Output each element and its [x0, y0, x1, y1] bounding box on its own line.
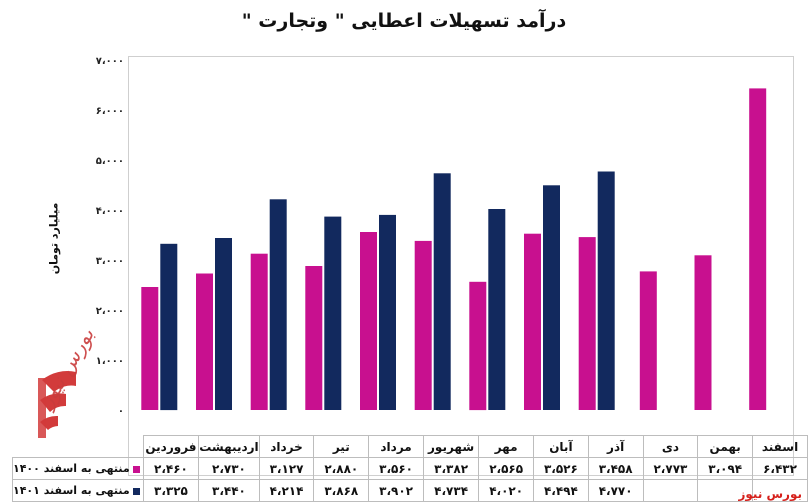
- bar-1400-7: [469, 281, 487, 411]
- data-label-1400: ۳،۵۲۶: [533, 457, 589, 480]
- series-row-1401: منتهی به اسفند ۱۴۰۱ ۳،۳۲۵ ۳،۴۴۰ ۴،۲۱۴ ۳،۸۶۸…: [12, 479, 808, 502]
- bar-1400-9: [578, 237, 596, 410]
- data-label-1400: ۳،۰۹۴: [697, 457, 754, 480]
- bar-1401-5: [379, 214, 396, 410]
- data-label-1401: [752, 479, 808, 502]
- data-label-1400: ۳،۴۵۸: [587, 457, 644, 480]
- bourse-news-logo: [38, 371, 76, 438]
- legend-swatch-1401: [132, 487, 140, 495]
- category-label: بهمن: [697, 435, 754, 458]
- data-label-1401: ۴،۴۹۴: [533, 479, 589, 502]
- bar-1400-2: [196, 273, 213, 410]
- category-label: مهر: [478, 435, 534, 458]
- series-row-1400: منتهی به اسفند ۱۴۰۰ ۲،۴۶۰ ۲،۷۳۰ ۳،۱۲۷ ۲،۸۸۰…: [12, 457, 808, 480]
- bar-1401-3: [269, 199, 287, 410]
- data-label-1400: ۳،۵۶۰: [368, 457, 424, 480]
- bar-1400-10: [639, 271, 657, 410]
- data-label-1401: ۴،۲۱۴: [258, 479, 315, 502]
- category-label: خرداد: [258, 435, 315, 458]
- bar-1400-4: [305, 266, 323, 410]
- category-label: تیر: [313, 435, 370, 458]
- category-label: فروردین: [142, 435, 200, 458]
- y-axis-label: میلیارد تومان: [47, 202, 61, 275]
- data-label-1400: ۳،۱۲۷: [258, 457, 315, 480]
- bar-1400-8: [524, 233, 541, 410]
- data-label-1401: ۳،۸۶۸: [313, 479, 370, 502]
- series-label-1401: منتهی به اسفند ۱۴۰۱: [13, 484, 130, 497]
- category-label: مرداد: [368, 435, 424, 458]
- bar-1401-9: [597, 171, 615, 410]
- bar-1400-6: [414, 240, 432, 410]
- plot-area: [128, 56, 794, 476]
- category-label: آبان: [533, 435, 589, 458]
- chart-title: درآمد تسهیلات اعطایی " وتجارت ": [241, 10, 567, 32]
- y-tick-label: ۵،۰۰۰: [96, 156, 124, 167]
- data-label-1401: ۴،۷۳۴: [422, 479, 480, 502]
- bar-1401-6: [433, 173, 451, 410]
- category-row: فروردین اردیبهشت خرداد تیر مرداد شهریور مهر آبا…: [12, 435, 808, 458]
- y-tick-label: ۳،۰۰۰: [96, 256, 124, 267]
- data-label-1401: ۴،۷۷۰: [587, 479, 644, 502]
- data-table: فروردین اردیبهشت خرداد تیر مرداد شهریور مهر آبا…: [12, 435, 808, 502]
- data-label-1400: ۲،۵۶۵: [478, 457, 534, 480]
- bar-1400-5: [360, 232, 377, 410]
- bar-1400-11: [694, 255, 712, 410]
- category-label: دی: [642, 435, 699, 458]
- y-tick-label: ۶،۰۰۰: [96, 106, 124, 117]
- legend-swatch-1400: [132, 465, 140, 473]
- bar-1401-2: [215, 238, 232, 410]
- category-label: اردیبهشت: [198, 435, 260, 458]
- y-tick-label: ۴،۰۰۰: [96, 206, 124, 217]
- category-label: آذر: [587, 435, 644, 458]
- category-label: اسفند: [752, 435, 808, 458]
- category-label: شهریور: [422, 435, 480, 458]
- bar-1401-7: [488, 209, 506, 410]
- data-label-1401: ۳،۳۲۵: [142, 479, 200, 502]
- bar-1401-4: [324, 216, 342, 410]
- bar-1400-3: [250, 253, 268, 410]
- source-label: بورس نیوز: [738, 487, 802, 501]
- bar-1400-1: [141, 287, 159, 410]
- data-label-1401: [642, 479, 699, 502]
- data-label-1400: ۲،۷۷۳: [642, 457, 699, 480]
- series-label-1400: منتهی به اسفند ۱۴۰۰: [13, 462, 130, 475]
- data-label-1400: ۶،۴۳۲: [752, 457, 808, 480]
- y-tick-label: ۱،۰۰۰: [96, 356, 124, 367]
- series-name-1400: منتهی به اسفند ۱۴۰۰: [12, 457, 144, 480]
- y-tick-label: ۷،۰۰۰: [96, 56, 124, 67]
- y-tick-label: ۰: [118, 406, 124, 417]
- y-tick-label: ۲،۰۰۰: [96, 306, 124, 317]
- bar-1401-1: [160, 243, 178, 411]
- data-label-1400: ۳،۳۸۲: [422, 457, 480, 480]
- data-label-1401: ۳،۹۰۲: [368, 479, 424, 502]
- series-name-1401: منتهی به اسفند ۱۴۰۱: [12, 479, 144, 502]
- data-label-1400: ۲،۸۸۰: [313, 457, 370, 480]
- data-label-1400: ۲،۴۶۰: [142, 457, 200, 480]
- data-label-1401: ۳،۴۴۰: [198, 479, 260, 502]
- data-label-1400: ۲،۷۳۰: [198, 457, 260, 480]
- bar-1401-8: [543, 185, 560, 410]
- bar-1400-12: [749, 88, 767, 411]
- data-label-1401: ۴،۰۲۰: [478, 479, 534, 502]
